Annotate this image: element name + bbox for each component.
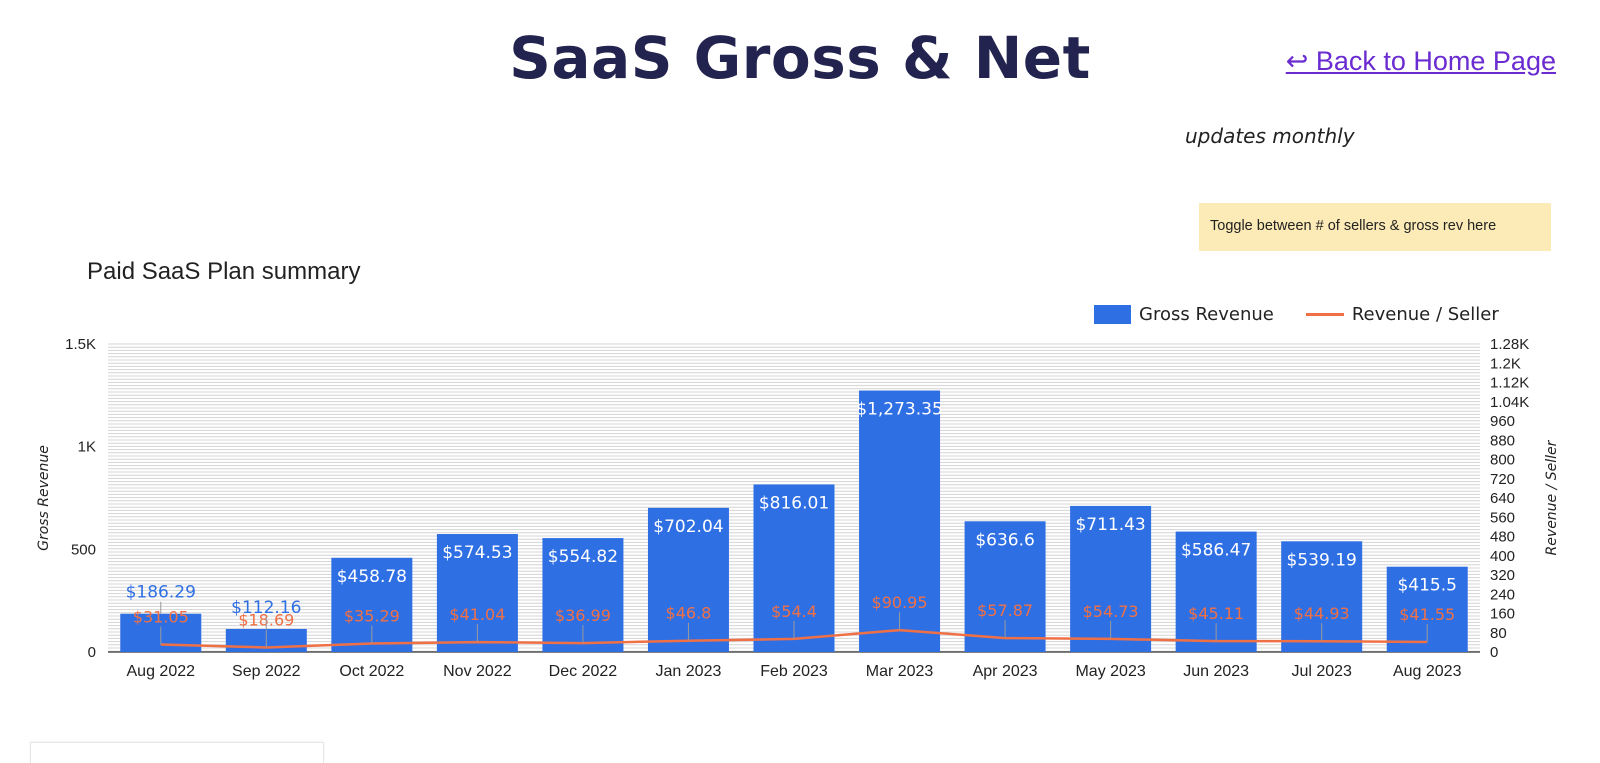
x-tick-label: Jan 2023 — [656, 663, 722, 680]
y-left-tick-label: 1K — [78, 439, 96, 456]
line-data-label: $35.29 — [344, 607, 400, 626]
y-right-tick-label: 720 — [1490, 471, 1515, 488]
bar-data-label: $711.43 — [1075, 515, 1145, 535]
bar-data-label: $574.53 — [442, 543, 512, 563]
bar-data-label: $112.16 — [231, 598, 301, 618]
y-right-tick-label: 880 — [1490, 432, 1515, 449]
y-right-tick-label: 800 — [1490, 452, 1515, 469]
x-tick-label: Jul 2023 — [1291, 663, 1352, 680]
y-left-tick-label: 500 — [71, 541, 96, 558]
y-right-axis-title: Revenue / Seller — [1544, 439, 1560, 555]
page-title: SaaS Gross & Net — [509, 24, 1091, 92]
x-tick-label: Jun 2023 — [1183, 663, 1249, 680]
bar-data-label: $458.78 — [337, 567, 407, 587]
bar-data-label: $1,273.35 — [856, 400, 943, 420]
toggle-note[interactable]: Toggle between # of sellers & gross rev … — [1199, 203, 1551, 251]
y-right-tick-label: 0 — [1490, 644, 1498, 661]
line-data-label: $54.73 — [1083, 602, 1139, 621]
legend-swatch-bar — [1094, 305, 1131, 324]
legend-item-gross-revenue[interactable]: Gross Revenue — [1094, 304, 1274, 325]
line-data-label: $45.11 — [1188, 604, 1244, 623]
x-tick-label: Apr 2023 — [973, 663, 1038, 680]
bar-data-label: $586.47 — [1181, 541, 1251, 561]
y-right-tick-label: 240 — [1490, 586, 1515, 603]
back-to-home-link[interactable]: ↩ Back to Home Page — [1285, 46, 1556, 76]
line-data-label: $44.93 — [1294, 604, 1350, 623]
legend-swatch-line — [1305, 313, 1344, 316]
y-right-tick-label: 1.28K — [1490, 336, 1529, 353]
x-tick-label: Oct 2022 — [339, 663, 404, 680]
bar-data-label: $539.19 — [1287, 550, 1357, 570]
x-tick-label: May 2023 — [1075, 663, 1145, 680]
line-data-label: $46.8 — [666, 604, 712, 623]
bar-data-label: $415.5 — [1397, 576, 1456, 596]
x-tick-label: Feb 2023 — [760, 663, 828, 680]
line-data-label: $36.99 — [555, 606, 611, 625]
line-data-label: $57.87 — [977, 601, 1033, 620]
next-panel-edge — [30, 742, 324, 763]
chart-title: Paid SaaS Plan summary — [87, 258, 361, 285]
y-right-tick-label: 1.2K — [1490, 355, 1521, 372]
bar-data-label: $186.29 — [126, 583, 196, 603]
y-right-tick-label: 640 — [1490, 490, 1515, 507]
bar-data-label: $554.82 — [548, 547, 618, 567]
bar-gross-revenue — [859, 390, 941, 652]
line-data-label: $54.4 — [771, 602, 817, 621]
line-data-label: $31.05 — [133, 608, 189, 627]
y-right-tick-label: 160 — [1490, 606, 1515, 623]
x-tick-label: Mar 2023 — [866, 663, 934, 680]
y-right-tick-label: 1.12K — [1490, 375, 1529, 392]
updates-note: updates monthly — [1185, 124, 1355, 148]
legend-label-revenue-per-seller: Revenue / Seller — [1351, 304, 1499, 325]
y-right-tick-label: 480 — [1490, 529, 1515, 546]
line-data-label: $41.55 — [1399, 605, 1455, 624]
y-right-tick-label: 960 — [1490, 413, 1515, 430]
x-tick-label: Aug 2023 — [1393, 663, 1462, 680]
y-right-tick-label: 560 — [1490, 509, 1515, 526]
legend-label-gross-revenue: Gross Revenue — [1139, 304, 1274, 325]
y-right-tick-label: 320 — [1490, 567, 1515, 584]
y-left-tick-label: 1.5K — [65, 336, 96, 353]
x-tick-label: Dec 2022 — [549, 663, 618, 680]
bar-data-label: $702.04 — [653, 517, 723, 537]
legend-item-revenue-per-seller[interactable]: Revenue / Seller — [1305, 304, 1499, 325]
line-data-label: $90.95 — [872, 593, 928, 612]
y-left-tick-label: 0 — [88, 644, 96, 661]
x-tick-label: Sep 2022 — [232, 663, 301, 680]
chart-legend: Gross Revenue Revenue / Seller — [1094, 304, 1499, 325]
bar-data-label: $636.6 — [975, 530, 1034, 550]
x-tick-label: Aug 2022 — [127, 663, 196, 680]
y-left-axis-title: Gross Revenue — [36, 445, 52, 551]
x-tick-label: Nov 2022 — [443, 663, 512, 680]
y-right-tick-label: 1.04K — [1490, 394, 1529, 411]
y-right-tick-label: 80 — [1490, 625, 1507, 642]
y-right-tick-label: 400 — [1490, 548, 1515, 565]
line-data-label: $41.04 — [449, 605, 505, 624]
bar-data-label: $816.01 — [759, 493, 829, 513]
